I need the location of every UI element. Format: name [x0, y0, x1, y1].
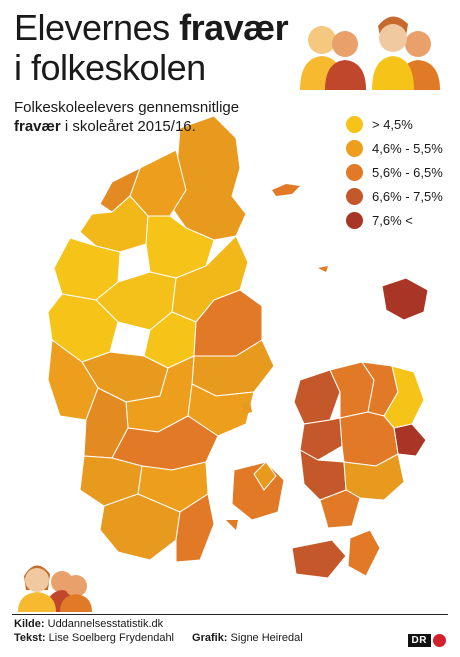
legend-label: 5,6% - 6,5% — [372, 165, 443, 180]
legend-label: > 4,5% — [372, 117, 413, 132]
subtitle: Folkeskoleelevers gennemsnitlige fravær … — [14, 99, 240, 135]
legend-label: 4,6% - 5,5% — [372, 141, 443, 156]
students-illustration-bottom — [18, 565, 92, 612]
legend-item: 7,6% < — [346, 209, 443, 232]
legend-item: 4,6% - 5,5% — [346, 137, 443, 160]
legend-item: > 4,5% — [346, 113, 443, 136]
legend: > 4,5% 4,6% - 5,5% 5,6% - 6,5% 6,6% - 7,… — [346, 113, 443, 233]
credits: Kilde: Uddannelsesstatistik.dk Tekst: Li… — [14, 617, 303, 645]
title-line2: i folkeskolen — [14, 47, 206, 88]
legend-swatch — [346, 140, 363, 157]
legend-swatch — [346, 212, 363, 229]
legend-swatch — [346, 188, 363, 205]
footer-divider — [12, 614, 448, 615]
page-title: Elevernes fravær i folkeskolen — [14, 7, 289, 88]
logo-mark-icon — [433, 634, 446, 647]
legend-swatch — [346, 116, 363, 133]
legend-item: 5,6% - 6,5% — [346, 161, 443, 184]
students-illustration — [300, 16, 440, 90]
regions — [47, 115, 429, 579]
legend-item: 6,6% - 7,5% — [346, 185, 443, 208]
subtitle-emphasis: fravær — [14, 118, 61, 135]
source-credit: Kilde: Uddannelsesstatistik.dk — [14, 618, 164, 630]
logo-text: DR — [407, 634, 431, 647]
legend-label: 6,6% - 7,5% — [372, 189, 443, 204]
author-credit: Tekst: Lise Soelberg Frydendahl Grafik: S… — [14, 632, 303, 644]
dr-logo: DR — [407, 634, 446, 647]
legend-label: 7,6% < — [372, 213, 413, 228]
legend-swatch — [346, 164, 363, 181]
title-emphasis: fravær — [179, 7, 289, 48]
